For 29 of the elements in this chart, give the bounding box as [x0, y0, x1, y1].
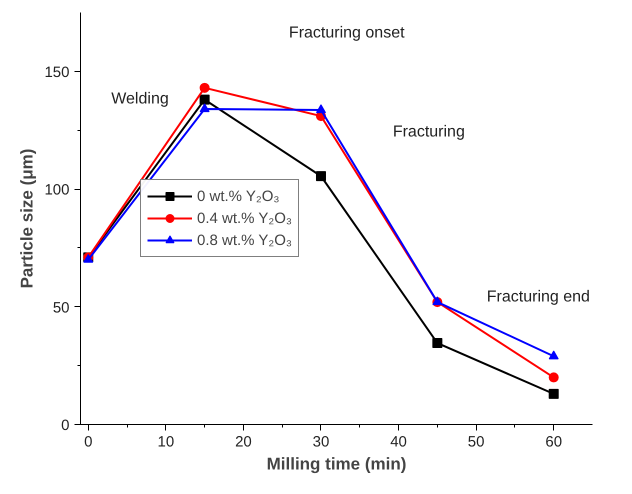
- annotation: Fracturing: [392, 123, 465, 140]
- x-tick-label: 10: [157, 434, 174, 450]
- annotation: Welding: [111, 90, 169, 108]
- legend-label: 0 wt.% Y₂O₃: [197, 188, 280, 204]
- point: [548, 388, 559, 399]
- annotation: Fracturing onset: [288, 24, 406, 42]
- x-tick-label: 30: [312, 434, 330, 450]
- y-tick-label: 150: [44, 64, 70, 81]
- y-tick-label: 50: [52, 299, 70, 316]
- annotation: Fracturing end: [486, 288, 590, 306]
- x-tick-label: 20: [235, 434, 252, 450]
- point: [200, 94, 210, 105]
- x-axis-title: Milling time (min): [266, 454, 406, 474]
- point: [316, 104, 326, 114]
- point: [200, 82, 210, 93]
- x-tick-label: 60: [545, 434, 562, 450]
- x-tick-label: 0: [84, 434, 92, 450]
- point: [432, 338, 442, 348]
- legend-label: 0.4 wt.% Y₂O₃: [197, 210, 292, 226]
- legend-label: 0.8 wt.% Y₂O₃: [197, 232, 292, 248]
- x-tick-label: 40: [390, 434, 407, 450]
- point: [200, 103, 210, 112]
- point: [548, 372, 559, 382]
- y-axis-title: Particle size (μm): [17, 148, 36, 288]
- y-tick-label: 0: [61, 417, 70, 434]
- point: [316, 171, 326, 182]
- point: [548, 350, 559, 360]
- y-tick-label: 100: [44, 182, 70, 199]
- x-tick-label: 50: [468, 434, 484, 450]
